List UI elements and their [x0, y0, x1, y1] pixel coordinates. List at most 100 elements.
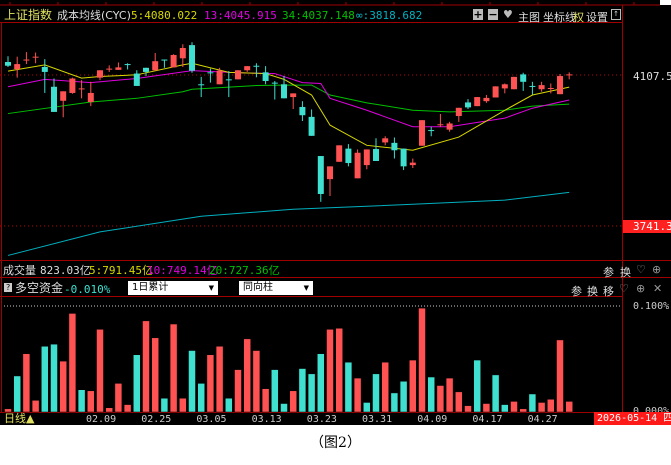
- candle-up: [179, 48, 186, 59]
- candle-up: [235, 70, 241, 80]
- candle-down: [428, 130, 435, 132]
- volume-zoom-icon[interactable]: ⊕: [652, 263, 662, 276]
- date-tick-label: 04.27: [527, 414, 558, 425]
- fund-bar-red: [105, 407, 113, 413]
- date-tick-label: 03.05: [196, 414, 227, 425]
- candle-up: [69, 78, 76, 93]
- period-select[interactable]: 1日累计 ▼: [128, 281, 218, 295]
- candle-down: [253, 65, 260, 67]
- fund-axis-top: 0.100%: [633, 301, 670, 312]
- fund-bar-red: [556, 339, 564, 413]
- candle-up: [87, 92, 94, 103]
- fund-move-button[interactable]: 移: [603, 285, 614, 298]
- candle-up: [106, 68, 113, 70]
- fund-bar-red: [59, 360, 67, 413]
- candle-up: [474, 97, 481, 107]
- candle-up: [409, 162, 416, 166]
- fund-bar-cyan: [133, 354, 141, 413]
- main-chart-button[interactable]: 主图: [518, 11, 540, 24]
- date-tick-label: 04.09: [417, 414, 448, 425]
- volume-ma20: 20:727.36亿: [209, 264, 280, 277]
- candle-up: [446, 123, 453, 130]
- fund-bar-cyan: [13, 375, 21, 413]
- fund-bar-red: [114, 383, 123, 413]
- bar-mode-select[interactable]: 同向柱 ▼: [239, 281, 313, 295]
- fund-bar-red: [455, 391, 463, 413]
- candle-up: [327, 166, 333, 180]
- fund-bar-red: [252, 350, 261, 413]
- price-label-lower: 3741.3: [623, 220, 671, 233]
- help-icon[interactable]: ?: [4, 283, 12, 292]
- fund-close-icon[interactable]: ✕: [653, 282, 663, 295]
- candle-up: [455, 107, 462, 117]
- fund-zoom-icon[interactable]: ⊕: [636, 282, 646, 295]
- fund-favorite-icon[interactable]: ♡: [619, 282, 629, 295]
- candle-up: [382, 138, 389, 143]
- candle-down: [51, 86, 57, 112]
- chevron-down-icon: ▼: [208, 284, 214, 292]
- index-name: 上证指数: [4, 8, 53, 22]
- volume-label: 成交量: [3, 264, 36, 277]
- fund-bar-red: [519, 408, 527, 413]
- ma5-value: 5:4080.022: [131, 9, 198, 22]
- chart-canvas[interactable]: [0, 0, 671, 425]
- fund-bar-cyan: [41, 346, 49, 413]
- rights-button[interactable]: 权: [573, 11, 584, 24]
- fund-switch-button[interactable]: 换: [587, 285, 598, 298]
- fund-bar-red: [4, 408, 12, 413]
- candle-down: [262, 72, 269, 81]
- candle-up: [557, 76, 563, 95]
- fund-value: -0.010%: [64, 283, 111, 296]
- fund-params-button[interactable]: 参: [571, 285, 582, 298]
- candle-down: [198, 84, 205, 86]
- fund-bar-cyan: [225, 397, 233, 413]
- fund-bar-red: [31, 400, 40, 413]
- coordinate-line-button[interactable]: 坐标线: [543, 11, 576, 24]
- weekday: 四: [663, 413, 671, 424]
- date-tick-label: 02.25: [141, 414, 172, 425]
- period-toggle[interactable]: 日线▲: [4, 412, 35, 425]
- fund-bar-red: [510, 401, 518, 413]
- candle-up: [23, 59, 30, 61]
- volume-favorite-icon[interactable]: ♡: [636, 263, 646, 276]
- favorite-heart-icon[interactable]: ♥: [503, 8, 513, 21]
- stock-chart-window: 上证指数 成本均线(CYC) 5:4080.022 13:4045.915 34…: [0, 0, 671, 425]
- candle-up: [419, 120, 425, 146]
- fund-bar-cyan: [307, 373, 316, 413]
- fund-bar-red: [243, 338, 251, 413]
- volume-switch-button[interactable]: 换: [620, 266, 631, 279]
- date-tick-label: 02.09: [86, 414, 117, 425]
- fund-bar-red: [169, 323, 178, 413]
- candle-up: [363, 149, 370, 166]
- candle-down: [465, 102, 471, 108]
- fund-bar-red: [565, 401, 573, 413]
- candle-down: [299, 106, 306, 116]
- fund-bar-red: [436, 385, 445, 413]
- ma_inf-line: [7, 191, 570, 256]
- chevron-down-icon: ▼: [303, 284, 309, 292]
- ma5-line: [7, 62, 570, 151]
- candle-up: [483, 97, 490, 102]
- ma13-line: [7, 70, 570, 128]
- settings-button[interactable]: 设置: [586, 11, 608, 24]
- fund-bar-red: [87, 390, 95, 413]
- fund-bar-cyan: [363, 402, 371, 413]
- fund-bar-red: [206, 354, 215, 413]
- volume-params-button[interactable]: 参: [603, 266, 614, 279]
- candle-up: [60, 91, 67, 101]
- candle-down: [143, 67, 149, 72]
- candle-up: [501, 84, 508, 89]
- zoom-out-button[interactable]: −: [488, 8, 498, 21]
- fund-bar-red: [547, 399, 555, 413]
- date-tick-label: 04.17: [472, 414, 503, 425]
- zoom-in-button[interactable]: +: [473, 8, 483, 21]
- figure-caption: （图2）: [310, 435, 361, 451]
- candle-down: [345, 148, 352, 164]
- candle-up: [538, 85, 545, 90]
- fund-bar-cyan: [298, 368, 307, 413]
- candle-up: [78, 88, 85, 90]
- expand-icon[interactable]: ↑: [611, 9, 621, 20]
- candle-up: [152, 61, 159, 71]
- fund-bar-red: [22, 353, 31, 413]
- fund-bar-cyan: [427, 376, 435, 413]
